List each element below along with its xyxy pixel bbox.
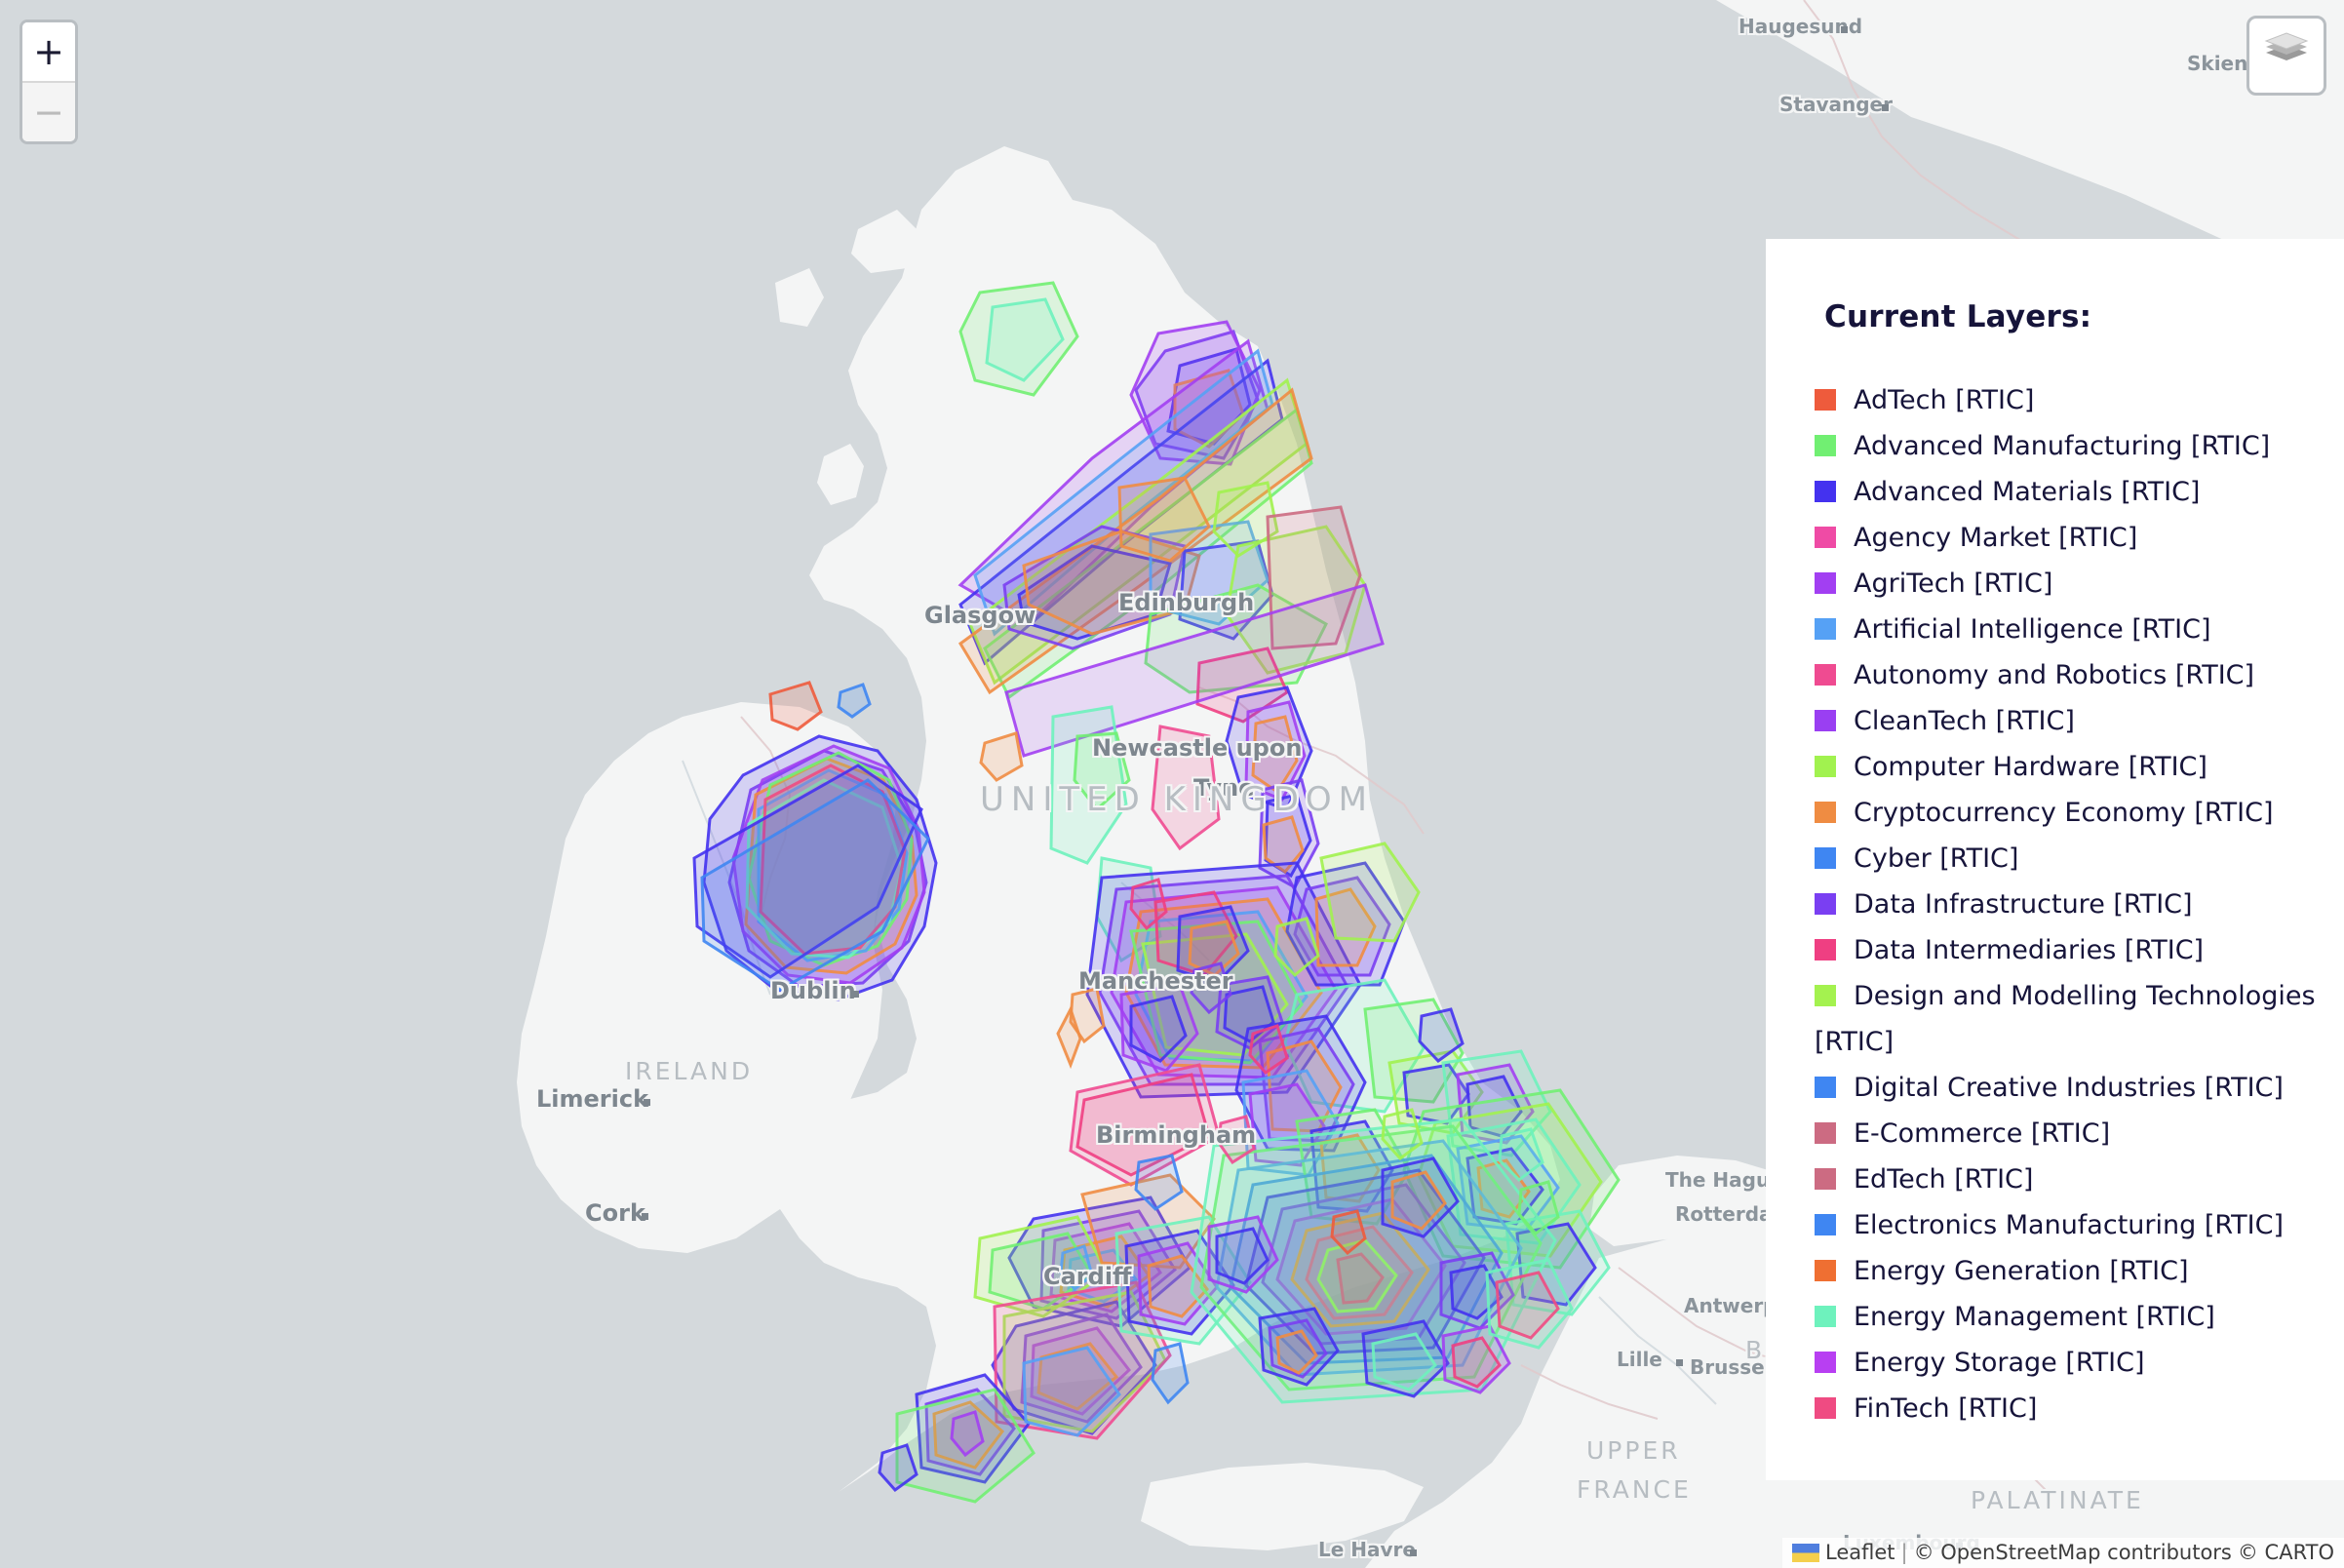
legend-item-label: Digital Creative Industries [RTIC] — [1854, 1073, 2284, 1103]
legend-item-label: Cryptocurrency Economy [RTIC] — [1854, 798, 2274, 828]
legend-item-label: E-Commerce [RTIC] — [1854, 1118, 2111, 1149]
city-marker-dot — [1841, 26, 1848, 33]
legend-item[interactable]: CleanTech [RTIC] — [1815, 698, 2344, 744]
legend-color-swatch — [1815, 985, 1836, 1006]
legend-item[interactable]: Autonomy and Robotics [RTIC] — [1815, 652, 2344, 698]
ukraine-flag-icon — [1792, 1543, 1819, 1562]
legend-item[interactable]: Energy Management [RTIC] — [1815, 1294, 2344, 1340]
attribution-separator: | — [1900, 1541, 1908, 1564]
legend-item[interactable]: FinTech [RTIC] — [1815, 1386, 2344, 1431]
legend-color-swatch — [1815, 756, 1836, 777]
legend-item-label: AdTech [RTIC] — [1854, 385, 2035, 415]
legend-color-swatch — [1815, 1306, 1836, 1327]
legend-item-label: Data Infrastructure [RTIC] — [1854, 889, 2193, 920]
legend-item[interactable]: Cryptocurrency Economy [RTIC] — [1815, 790, 2344, 836]
legend-color-swatch — [1815, 1077, 1836, 1098]
legend-item-label: Artificial Intelligence [RTIC] — [1854, 614, 2211, 645]
legend-item[interactable]: AdTech [RTIC] — [1815, 377, 2344, 423]
legend-item[interactable]: E-Commerce [RTIC] — [1815, 1111, 2344, 1156]
legend-item-label: Agency Market [RTIC] — [1854, 523, 2138, 553]
map-attribution: Leaflet | © OpenStreetMap contributors ©… — [1782, 1538, 2344, 1568]
legend-item-label: Computer Hardware [RTIC] — [1854, 752, 2207, 782]
legend-color-swatch — [1815, 1260, 1836, 1281]
legend-color-swatch — [1815, 710, 1836, 731]
zoom-out-button[interactable]: − — [22, 83, 75, 141]
legend-item-label: FinTech [RTIC] — [1854, 1393, 2038, 1424]
city-marker-dot — [642, 1213, 648, 1220]
legend-color-swatch — [1815, 572, 1836, 594]
legend-item[interactable]: Data Infrastructure [RTIC] — [1815, 882, 2344, 927]
city-marker-dot — [1882, 104, 1889, 111]
legend-color-swatch — [1815, 1397, 1836, 1419]
legend-item-label: Cyber [RTIC] — [1854, 843, 2019, 874]
legend-item[interactable]: Digital Creative Industries [RTIC] — [1815, 1065, 2344, 1111]
city-marker-dot — [852, 991, 859, 998]
legend-item-label: Energy Storage [RTIC] — [1854, 1348, 2145, 1378]
legend-color-swatch — [1815, 1122, 1836, 1144]
legend-color-swatch — [1815, 1214, 1836, 1235]
legend-item[interactable]: Cyber [RTIC] — [1815, 836, 2344, 882]
osm-attribution: © OpenStreetMap contributors — [1913, 1541, 2232, 1564]
legend-item[interactable]: Energy Generation [RTIC] — [1815, 1248, 2344, 1294]
legend-color-swatch — [1815, 893, 1836, 915]
legend-item[interactable]: Advanced Materials [RTIC] — [1815, 469, 2344, 515]
legend-item[interactable]: EdTech [RTIC] — [1815, 1156, 2344, 1202]
legend-item-label: Energy Management [RTIC] — [1854, 1302, 2215, 1332]
legend-item-label: EdTech [RTIC] — [1854, 1164, 2034, 1195]
legend-color-swatch — [1815, 481, 1836, 502]
legend-title: Current Layers: — [1824, 299, 2092, 334]
legend-color-swatch — [1815, 435, 1836, 456]
legend-color-swatch — [1815, 664, 1836, 686]
legend-item-label: Advanced Materials [RTIC] — [1854, 477, 2201, 507]
legend-item-label: Autonomy and Robotics [RTIC] — [1854, 660, 2255, 690]
zoom-in-button[interactable]: + — [22, 22, 75, 83]
legend-color-swatch — [1815, 939, 1836, 960]
legend-item-label: Advanced Manufacturing [RTIC] — [1854, 431, 2271, 461]
legend-item[interactable]: AgriTech [RTIC] — [1815, 561, 2344, 607]
legend-color-swatch — [1815, 1352, 1836, 1373]
leaflet-link[interactable]: Leaflet — [1825, 1541, 1895, 1564]
legend-item[interactable]: Data Intermediaries [RTIC] — [1815, 927, 2344, 973]
legend-item[interactable]: Computer Hardware [RTIC] — [1815, 744, 2344, 790]
city-marker-dot — [1676, 1359, 1683, 1366]
legend-item-list: AdTech [RTIC] Advanced Manufacturing [RTI… — [1815, 377, 2344, 1431]
city-marker-dot — [1410, 1549, 1417, 1556]
legend-item[interactable]: Energy Storage [RTIC] — [1815, 1340, 2344, 1386]
legend-item-label: CleanTech [RTIC] — [1854, 706, 2075, 736]
zoom-control[interactable]: + − — [20, 20, 78, 144]
layers-control-button[interactable] — [2246, 16, 2326, 96]
legend-item[interactable]: Advanced Manufacturing [RTIC] — [1815, 423, 2344, 469]
legend-item[interactable]: Artificial Intelligence [RTIC] — [1815, 607, 2344, 652]
legend-color-swatch — [1815, 389, 1836, 411]
legend-item-label: Data Intermediaries [RTIC] — [1854, 935, 2205, 965]
legend-color-swatch — [1815, 847, 1836, 869]
layers-stack-icon — [2263, 31, 2310, 81]
legend-item-label: Energy Generation [RTIC] — [1854, 1256, 2189, 1286]
legend-color-swatch — [1815, 1168, 1836, 1190]
rtic-polygon-layer — [692, 281, 1621, 1504]
legend-item-label: Electronics Manufacturing [RTIC] — [1854, 1210, 2285, 1240]
legend-item[interactable]: Agency Market [RTIC] — [1815, 515, 2344, 561]
current-layers-panel: Current Layers: AdTech [RTIC] Advanced Ma… — [1766, 239, 2344, 1480]
legend-color-swatch — [1815, 527, 1836, 548]
legend-color-swatch — [1815, 618, 1836, 640]
legend-color-swatch — [1815, 802, 1836, 823]
legend-item[interactable]: Design and Modelling Technologies [RTIC] — [1815, 973, 2344, 1065]
carto-attribution: © CARTO — [2237, 1541, 2334, 1564]
legend-item-label: AgriTech [RTIC] — [1854, 568, 2053, 599]
city-marker-dot — [644, 1099, 650, 1106]
legend-item[interactable]: Electronics Manufacturing [RTIC] — [1815, 1202, 2344, 1248]
legend-item-label: Design and Modelling Technologies [RTIC] — [1815, 981, 2316, 1057]
